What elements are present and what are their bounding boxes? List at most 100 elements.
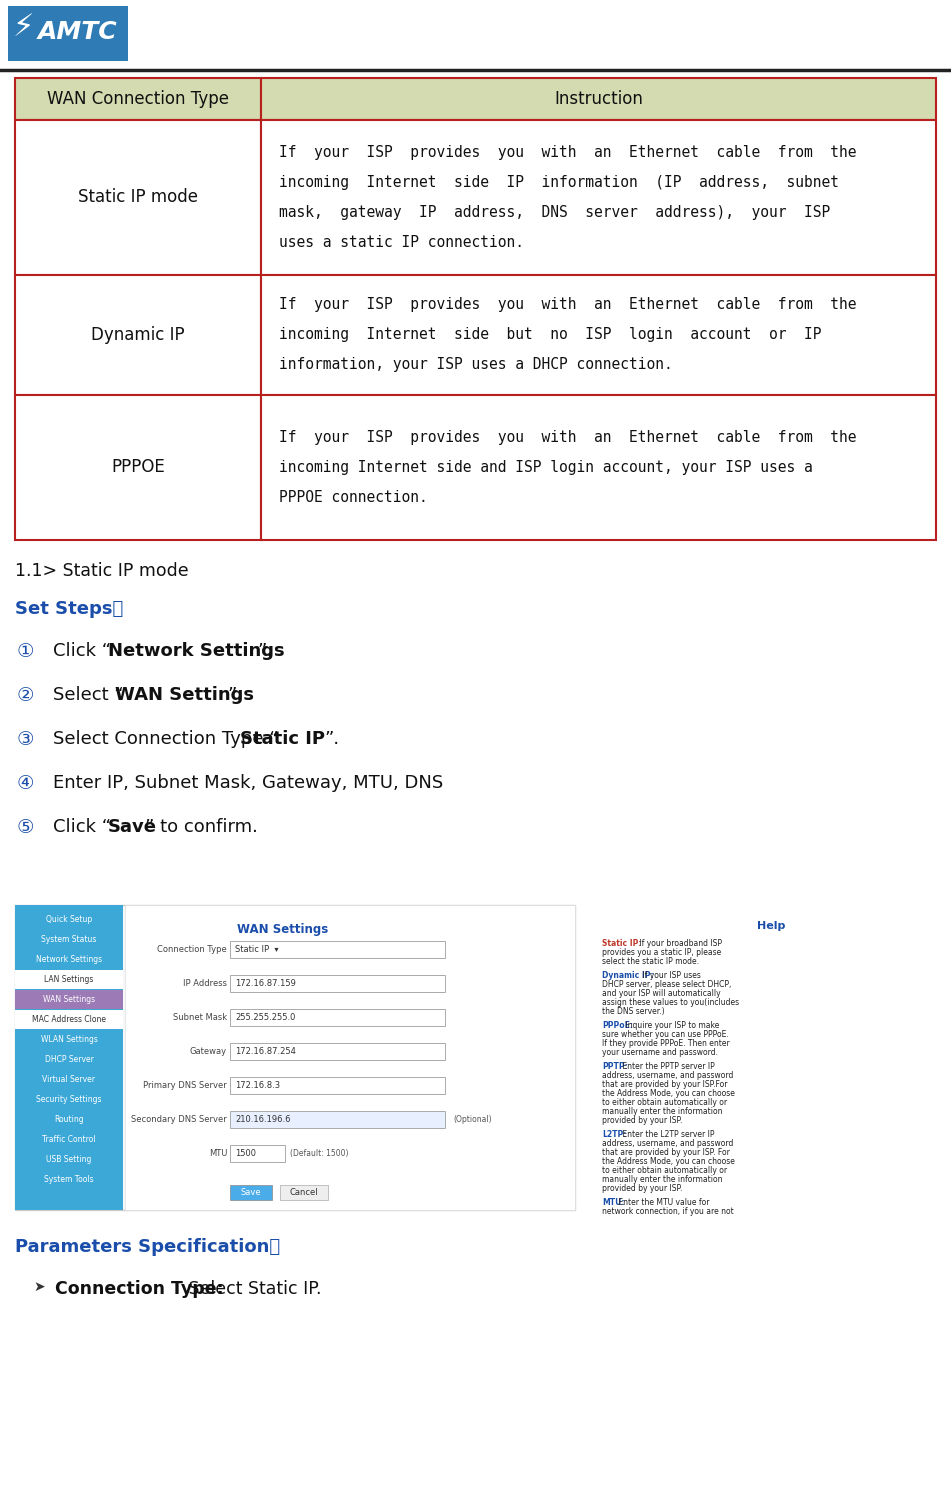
Text: Parameters Specification：: Parameters Specification： [15, 1238, 281, 1256]
Text: Enter the PPTP server IP: Enter the PPTP server IP [619, 1062, 714, 1071]
Text: Primary DNS Server: Primary DNS Server [144, 1082, 227, 1091]
Text: Static IP: Static IP [241, 730, 325, 748]
Text: ➤: ➤ [33, 1280, 45, 1293]
Text: ” to confirm.: ” to confirm. [146, 818, 258, 836]
Text: WAN Connection Type: WAN Connection Type [47, 89, 229, 107]
Bar [230, 974, 445, 992]
Text: ”.: ”. [227, 685, 243, 703]
Text: Secondary DNS Server: Secondary DNS Server [131, 1115, 227, 1123]
Text: ④: ④ [17, 773, 34, 793]
Text: (Optional): (Optional) [453, 1115, 492, 1123]
Text: the Address Mode, you can choose: the Address Mode, you can choose [602, 1089, 735, 1098]
Text: PPTP:: PPTP: [602, 1062, 628, 1071]
Text: Enter the MTU value for: Enter the MTU value for [616, 1198, 709, 1207]
Text: DHCP Server: DHCP Server [45, 1055, 93, 1064]
Text: MTU:: MTU: [602, 1198, 625, 1207]
Text: Enter IP, Subnet Mask, Gateway, MTU, DNS: Enter IP, Subnet Mask, Gateway, MTU, DNS [53, 773, 443, 793]
Text: DHCP server, please select DHCP,: DHCP server, please select DHCP, [602, 980, 731, 989]
Bar [230, 1009, 445, 1027]
Text: MAC Address Clone: MAC Address Clone [32, 1015, 106, 1024]
Text: Static IP mode: Static IP mode [78, 189, 198, 207]
Text: Enter the L2TP server IP: Enter the L2TP server IP [619, 1129, 714, 1138]
Bar [15, 989, 123, 1009]
Text: 255.255.255.0: 255.255.255.0 [235, 1013, 296, 1022]
Text: WAN Settings: WAN Settings [43, 995, 95, 1004]
Text: that are provided by your ISP.For: that are provided by your ISP.For [602, 1080, 728, 1089]
Text: information, your ISP uses a DHCP connection.: information, your ISP uses a DHCP connec… [279, 358, 672, 372]
Text: Select Static IP.: Select Static IP. [183, 1280, 321, 1298]
Text: WLAN Settings: WLAN Settings [41, 1036, 97, 1044]
Text: assign these values to you(includes: assign these values to you(includes [602, 998, 739, 1007]
Text: 172.16.87.159: 172.16.87.159 [235, 979, 296, 988]
Text: If they provide PPPoE. Then enter: If they provide PPPoE. Then enter [602, 1039, 729, 1047]
Bar [261, 77, 936, 121]
Text: PPPOE connection.: PPPOE connection. [279, 490, 428, 505]
Bar [230, 1112, 445, 1128]
Bar [125, 904, 575, 1210]
Text: incoming  Internet  side  but  no  ISP  login  account  or  IP: incoming Internet side but no ISP login … [279, 328, 822, 343]
Text: Click “: Click “ [53, 642, 111, 660]
Text: mask,  gateway  IP  address,  DNS  server  address),  your  ISP: mask, gateway IP address, DNS server add… [279, 206, 830, 221]
Text: If  your  ISP  provides  you  with  an  Ethernet  cable  from  the: If your ISP provides you with an Etherne… [279, 298, 857, 313]
Text: manually enter the information: manually enter the information [602, 1176, 723, 1185]
Text: 1.1> Static IP mode: 1.1> Static IP mode [15, 562, 188, 580]
Bar [15, 970, 123, 989]
Text: Select Connection Type “: Select Connection Type “ [53, 730, 279, 748]
Bar [15, 1010, 123, 1030]
Text: (Default: 1500): (Default: 1500) [290, 1149, 348, 1158]
Text: Traffic Control: Traffic Control [42, 1135, 96, 1144]
Text: PPPoE:: PPPoE: [602, 1021, 633, 1030]
Text: Cancel: Cancel [290, 1188, 319, 1196]
Text: sure whether you can use PPPoE.: sure whether you can use PPPoE. [602, 1030, 728, 1039]
Bar [15, 904, 575, 1210]
Bar [15, 395, 261, 539]
Bar [230, 1043, 445, 1059]
Text: Dynamic IP:: Dynamic IP: [602, 971, 653, 980]
Text: Connection Type: Connection Type [157, 945, 227, 954]
Text: and your ISP will automatically: and your ISP will automatically [602, 989, 721, 998]
Text: the Address Mode, you can choose: the Address Mode, you can choose [602, 1158, 735, 1167]
Text: Gateway: Gateway [190, 1047, 227, 1056]
Text: Select “: Select “ [53, 685, 124, 703]
Text: IP Address: IP Address [183, 979, 227, 988]
Text: Static IP  ▾: Static IP ▾ [235, 945, 279, 954]
Text: System Tools: System Tools [44, 1176, 94, 1185]
Text: Connection Type:: Connection Type: [55, 1280, 223, 1298]
Text: 210.16.196.6: 210.16.196.6 [235, 1115, 290, 1123]
Bar [280, 1185, 328, 1199]
Text: Save: Save [241, 1188, 262, 1196]
Bar [261, 276, 936, 395]
Text: Network Settings: Network Settings [36, 955, 102, 964]
Text: your username and password.: your username and password. [602, 1047, 718, 1056]
Bar [261, 121, 936, 276]
Text: ②: ② [17, 685, 34, 705]
Text: ①: ① [17, 642, 34, 662]
Text: address, username, and password: address, username, and password [602, 1138, 733, 1147]
Text: that are provided by your ISP. For: that are provided by your ISP. For [602, 1147, 729, 1158]
Text: uses a static IP connection.: uses a static IP connection. [279, 235, 524, 250]
Text: Static IP:: Static IP: [602, 939, 642, 948]
Text: to either obtain automatically or: to either obtain automatically or [602, 1098, 728, 1107]
Text: Security Settings: Security Settings [36, 1095, 102, 1104]
Bar [230, 1185, 272, 1199]
Text: Network Settings: Network Settings [107, 642, 284, 660]
Text: Set Steps：: Set Steps： [15, 600, 124, 618]
Text: 172.16.8.3: 172.16.8.3 [235, 1082, 281, 1091]
Text: address, username, and password: address, username, and password [602, 1071, 733, 1080]
Text: If  your  ISP  provides  you  with  an  Ethernet  cable  from  the: If your ISP provides you with an Etherne… [279, 145, 857, 159]
Bar [230, 1077, 445, 1094]
Text: AMTC: AMTC [38, 19, 118, 45]
Bar [230, 1144, 285, 1162]
Bar [15, 121, 261, 276]
Text: provided by your ISP.: provided by your ISP. [602, 1185, 683, 1193]
Text: Click “: Click “ [53, 818, 111, 836]
Text: manually enter the information: manually enter the information [602, 1107, 723, 1116]
Text: incoming  Internet  side  IP  information  (IP  address,  subnet: incoming Internet side IP information (I… [279, 174, 839, 191]
Text: If your ISP uses: If your ISP uses [641, 971, 702, 980]
Bar [261, 395, 936, 539]
Text: ”.: ”. [324, 730, 340, 748]
Text: Dynamic IP: Dynamic IP [91, 326, 184, 344]
Text: Subnet Mask: Subnet Mask [173, 1013, 227, 1022]
Text: Quick Setup: Quick Setup [46, 915, 92, 924]
Text: If your broadband ISP: If your broadband ISP [637, 939, 722, 948]
